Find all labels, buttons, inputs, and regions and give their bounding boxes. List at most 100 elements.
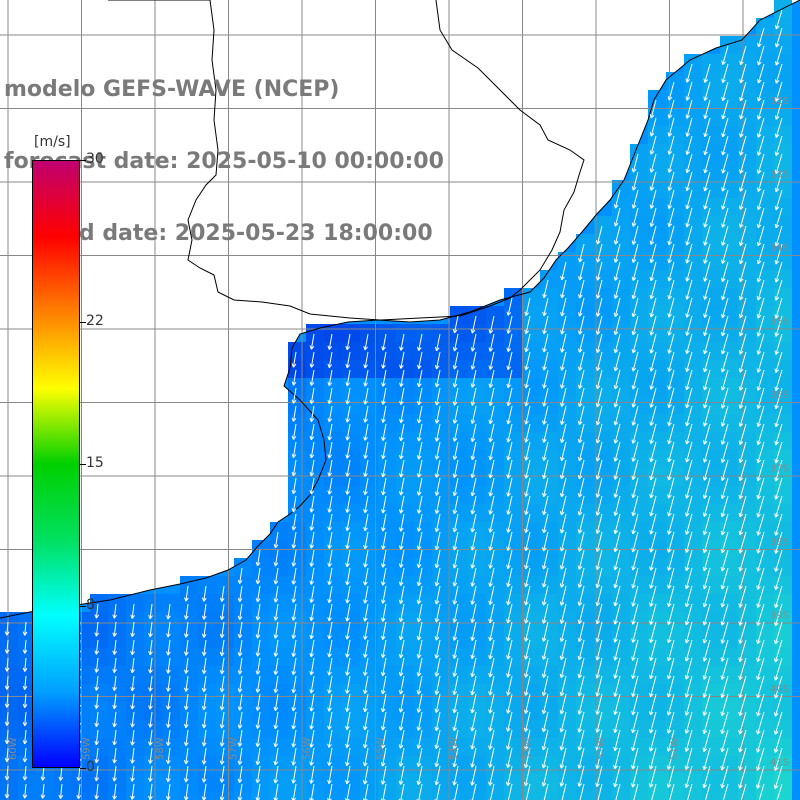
wind-arrow — [452, 315, 459, 334]
wind-speed-cell — [234, 594, 252, 612]
wind-arrow — [667, 207, 675, 228]
wind-speed-cell — [702, 558, 720, 576]
wind-arrow — [541, 675, 549, 697]
wind-speed-cell — [0, 612, 18, 630]
wind-arrow — [488, 657, 495, 678]
wind-arrow — [559, 711, 567, 733]
wind-speed-cell — [648, 684, 666, 702]
wind-speed-cell — [540, 558, 558, 576]
wind-arrow — [434, 441, 441, 460]
wind-arrow — [738, 585, 747, 608]
wind-speed-cell — [702, 306, 720, 324]
wind-speed-cell — [306, 666, 324, 684]
wind-arrow — [613, 225, 621, 245]
wind-arrow — [398, 711, 405, 731]
wind-arrow — [488, 639, 495, 660]
wind-arrow — [255, 783, 261, 800]
wind-arrow — [523, 639, 531, 660]
wind-speed-cell — [648, 558, 666, 576]
wind-arrow — [631, 711, 639, 734]
wind-arrow — [541, 621, 549, 642]
wind-arrow — [470, 405, 477, 424]
wind-arrow — [184, 621, 189, 638]
wind-arrow — [255, 567, 261, 585]
wind-arrow — [524, 441, 531, 461]
wind-arrow — [345, 729, 351, 749]
wind-speed-cell — [342, 720, 360, 738]
wind-speed-cell — [450, 342, 468, 360]
wind-arrow — [684, 693, 693, 716]
wind-arrow — [774, 657, 783, 681]
wind-speed-cell — [144, 774, 162, 792]
wind-arrow — [452, 585, 459, 605]
wind-speed-cell — [468, 702, 486, 720]
wind-arrow — [613, 405, 621, 426]
wind-arrow — [452, 477, 459, 497]
wind-arrow — [721, 207, 729, 228]
wind-speed-cell — [360, 594, 378, 612]
wind-arrow — [684, 729, 693, 752]
wind-speed-cell — [684, 432, 702, 450]
wind-speed-cell — [774, 792, 792, 800]
wind-arrow — [542, 513, 549, 534]
wind-arrow — [666, 657, 675, 680]
wind-arrow — [309, 531, 315, 549]
wind-arrow — [488, 369, 495, 388]
wind-arrow — [434, 495, 441, 514]
wind-arrow — [488, 351, 495, 370]
colorbar-tick-mark — [80, 464, 86, 465]
wind-speed-cell — [702, 522, 720, 540]
wind-arrow — [219, 639, 225, 657]
wind-speed-cell — [450, 684, 468, 702]
lat-label: 34S — [770, 243, 789, 254]
wind-speed-cell — [378, 684, 396, 702]
wind-speed-cell — [648, 630, 666, 648]
map-title: modelo GEFS-WAVE (NCEP) forecast date: 2… — [4, 30, 444, 270]
wind-arrow — [345, 495, 351, 513]
wind-speed-cell — [360, 414, 378, 432]
wind-speed-cell — [468, 594, 486, 612]
wind-speed-cell — [522, 324, 540, 342]
wind-arrow — [201, 621, 207, 638]
wind-speed-cell — [432, 792, 450, 800]
wind-speed-cell — [666, 702, 684, 720]
wind-speed-cell — [648, 468, 666, 486]
wind-arrow — [595, 693, 603, 715]
wind-speed-cell — [702, 504, 720, 522]
wind-speed-cell — [684, 558, 702, 576]
wind-speed-cell — [648, 612, 666, 630]
wind-arrow — [362, 747, 369, 767]
wind-arrow — [559, 531, 567, 552]
wind-arrow — [345, 765, 351, 785]
wind-arrow — [470, 639, 477, 660]
wind-speed-cell — [432, 522, 450, 540]
wind-speed-cell — [342, 450, 360, 468]
wind-speed-cell — [234, 612, 252, 630]
wind-speed-cell — [684, 576, 702, 594]
wind-speed-cell — [396, 324, 414, 342]
wind-arrow — [720, 387, 729, 409]
wind-speed-cell — [522, 684, 540, 702]
wind-arrow — [756, 99, 765, 120]
wind-arrow — [595, 675, 603, 697]
wind-arrow — [184, 603, 189, 620]
wind-arrow — [434, 351, 441, 370]
wind-arrow — [112, 783, 117, 800]
wind-arrow — [183, 693, 189, 710]
wind-speed-cell — [648, 432, 666, 450]
wind-arrow — [488, 495, 495, 515]
wind-arrow — [524, 585, 531, 606]
wind-speed-cell — [360, 522, 378, 540]
wind-arrow — [506, 603, 513, 624]
wind-speed-cell — [450, 504, 468, 522]
wind-arrow — [541, 603, 549, 624]
wind-arrow — [255, 549, 261, 567]
wind-arrow — [94, 639, 100, 655]
wind-arrow — [738, 675, 747, 699]
wind-arrow — [398, 693, 405, 713]
wind-arrow — [684, 495, 693, 517]
wind-speed-cell — [540, 306, 558, 324]
wind-arrow — [667, 459, 675, 481]
wind-arrow — [702, 693, 711, 716]
wind-arrow — [327, 657, 333, 676]
